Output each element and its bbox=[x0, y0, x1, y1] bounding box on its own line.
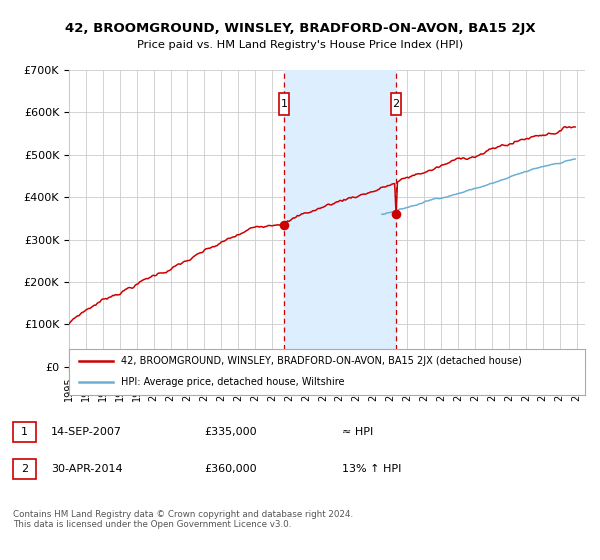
FancyBboxPatch shape bbox=[279, 93, 289, 115]
Text: 42, BROOMGROUND, WINSLEY, BRADFORD-ON-AVON, BA15 2JX: 42, BROOMGROUND, WINSLEY, BRADFORD-ON-AV… bbox=[65, 22, 535, 35]
Point bbox=[279, 220, 289, 229]
Text: 30-APR-2014: 30-APR-2014 bbox=[51, 464, 122, 474]
Text: 42, BROOMGROUND, WINSLEY, BRADFORD-ON-AVON, BA15 2JX (detached house): 42, BROOMGROUND, WINSLEY, BRADFORD-ON-AV… bbox=[121, 356, 521, 366]
Text: 14-SEP-2007: 14-SEP-2007 bbox=[51, 427, 122, 437]
Text: ≈ HPI: ≈ HPI bbox=[342, 427, 373, 437]
Point bbox=[391, 209, 401, 218]
Bar bbox=[284, 70, 396, 367]
FancyBboxPatch shape bbox=[391, 93, 401, 115]
Text: 2: 2 bbox=[21, 464, 28, 474]
Text: Price paid vs. HM Land Registry's House Price Index (HPI): Price paid vs. HM Land Registry's House … bbox=[137, 40, 463, 50]
Text: 13% ↑ HPI: 13% ↑ HPI bbox=[342, 464, 401, 474]
Text: £360,000: £360,000 bbox=[204, 464, 257, 474]
Text: HPI: Average price, detached house, Wiltshire: HPI: Average price, detached house, Wilt… bbox=[121, 377, 344, 388]
Text: 1: 1 bbox=[21, 427, 28, 437]
Text: 1: 1 bbox=[280, 99, 287, 109]
Text: Contains HM Land Registry data © Crown copyright and database right 2024.
This d: Contains HM Land Registry data © Crown c… bbox=[13, 510, 353, 529]
Text: £335,000: £335,000 bbox=[204, 427, 257, 437]
Text: 2: 2 bbox=[392, 99, 400, 109]
